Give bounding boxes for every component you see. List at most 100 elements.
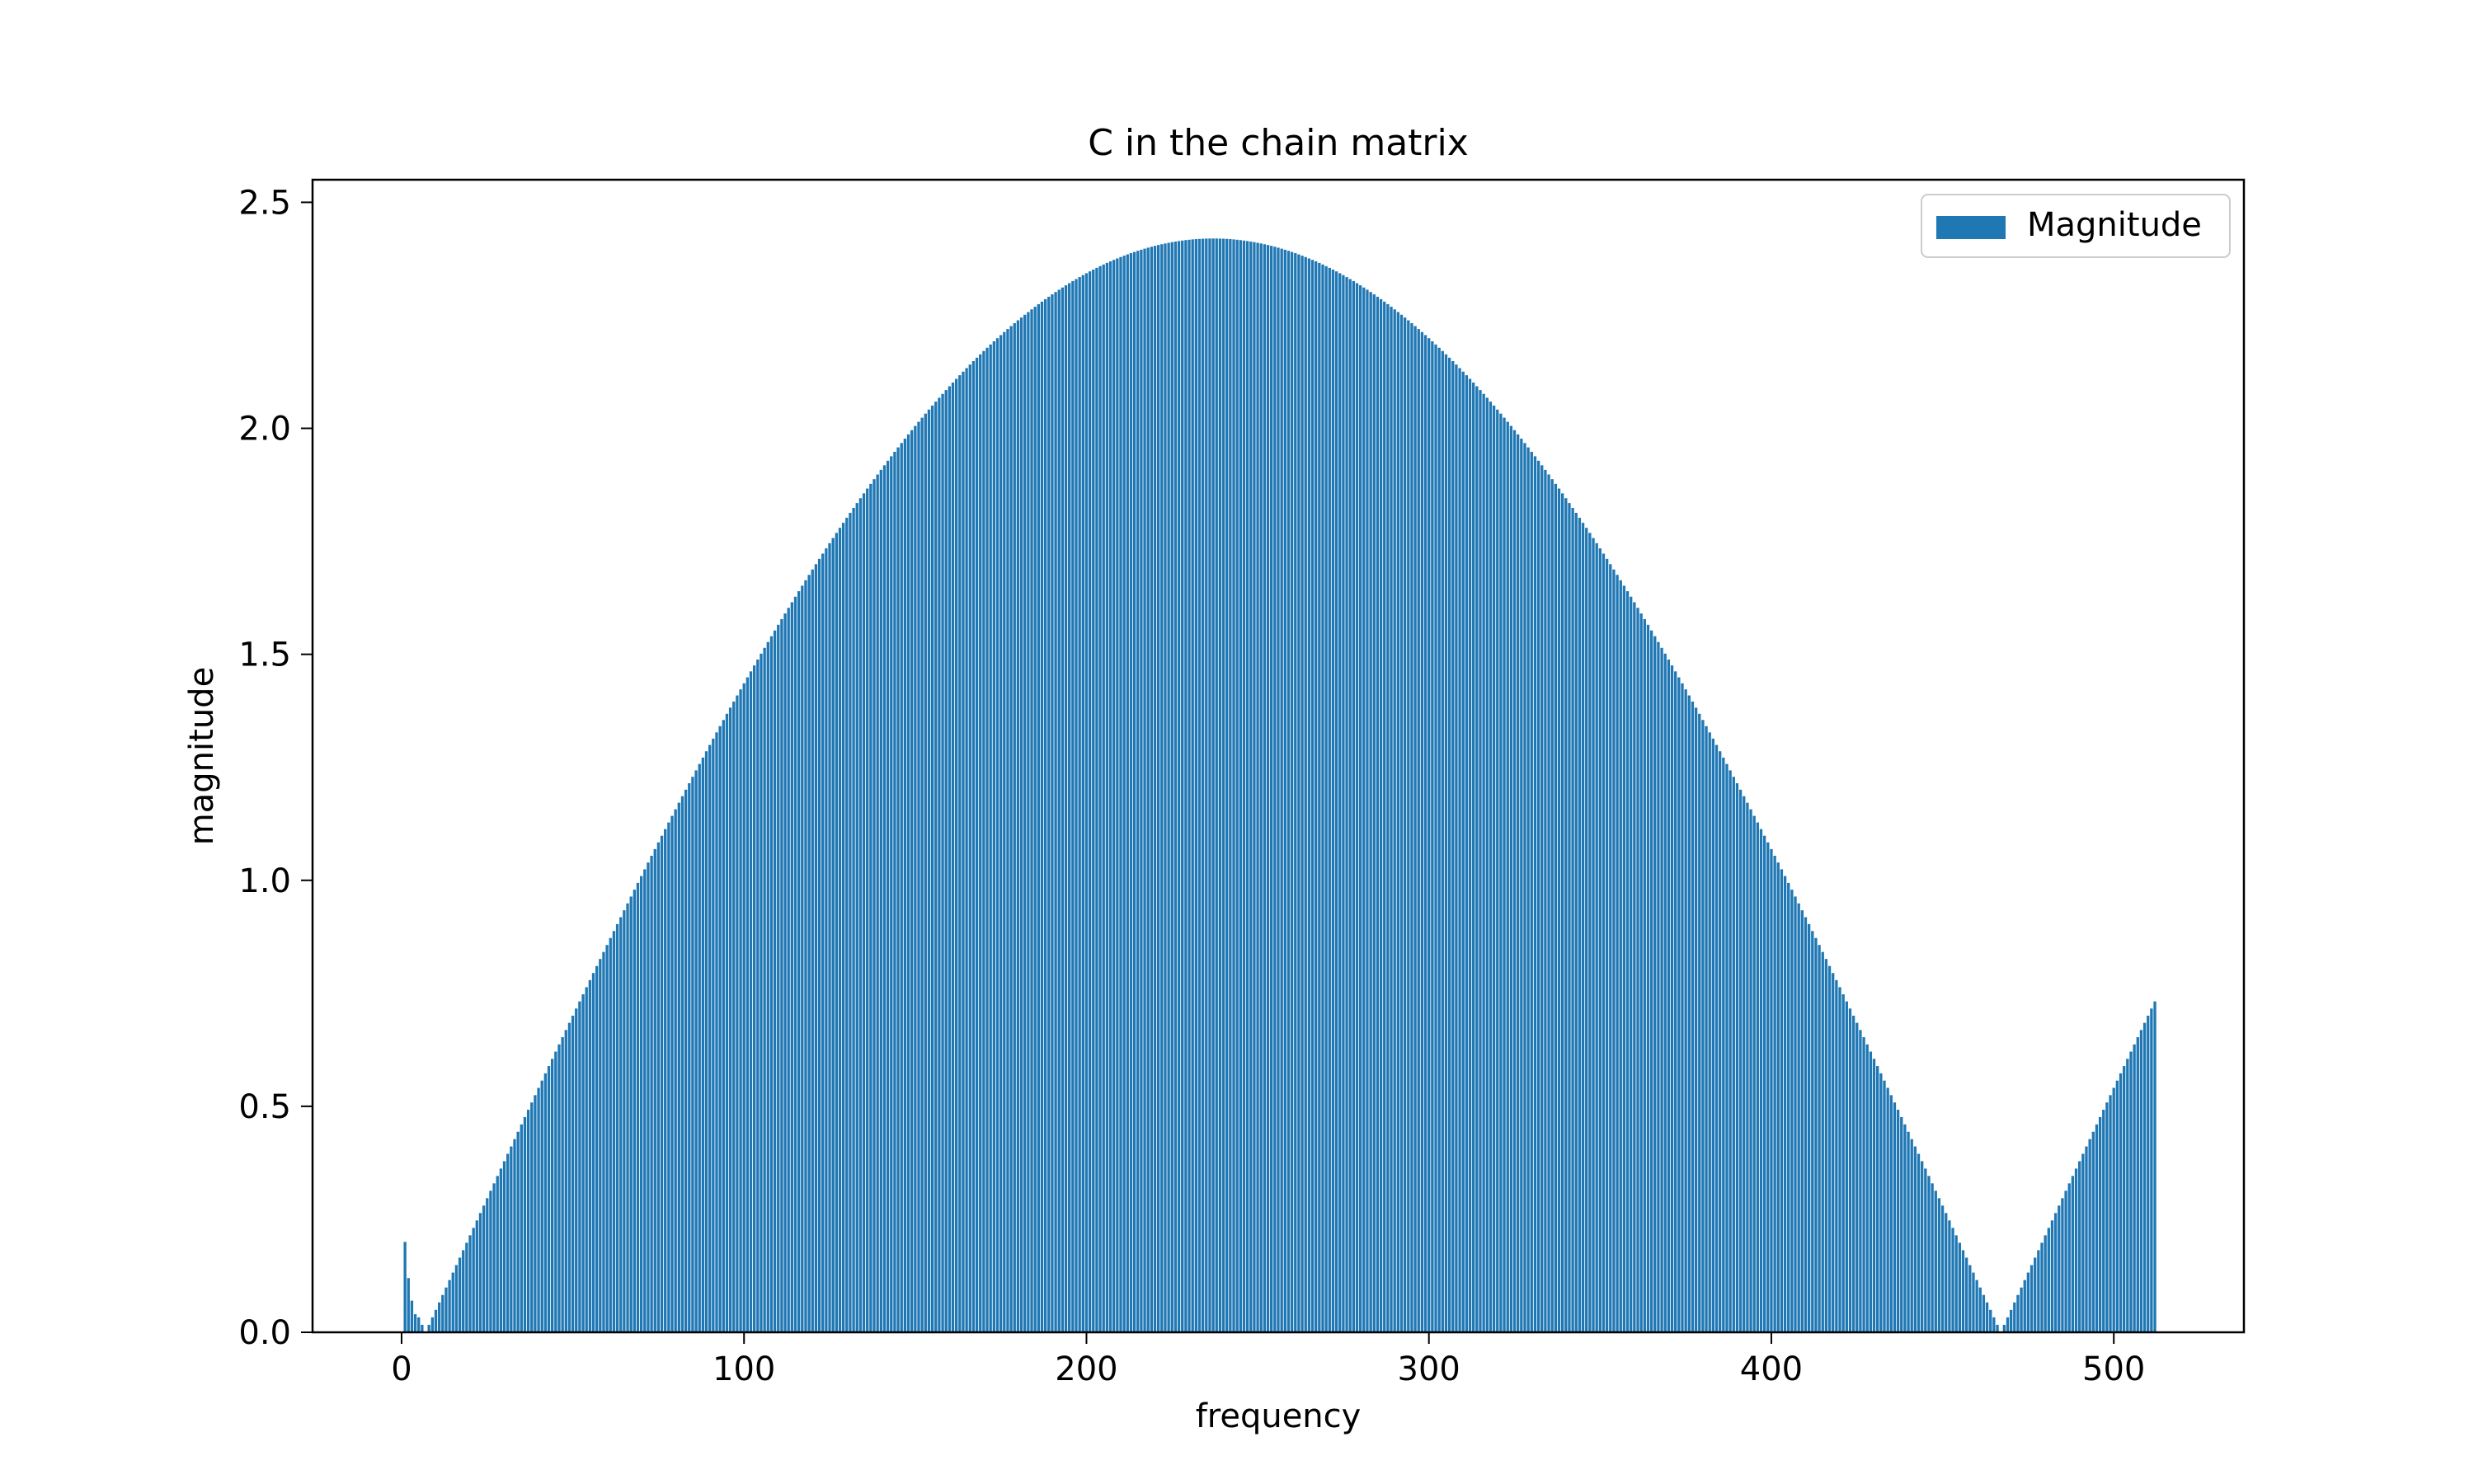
bar: [1913, 1146, 1917, 1332]
bar: [773, 630, 777, 1332]
bar: [1399, 314, 1404, 1332]
bar: [1205, 238, 1208, 1332]
bar: [1119, 256, 1122, 1332]
bar: [1766, 842, 1770, 1332]
bar: [995, 338, 999, 1333]
bar: [2091, 1131, 2095, 1332]
bar: [893, 452, 896, 1332]
bar: [1660, 647, 1663, 1332]
bar: [745, 677, 750, 1332]
bar: [1869, 1051, 1873, 1332]
bar: [948, 386, 952, 1332]
bar: [2053, 1213, 2058, 1332]
bar: [1762, 835, 1766, 1332]
bar: [1352, 280, 1356, 1333]
bar: [1630, 596, 1633, 1332]
bar: [1509, 425, 1513, 1332]
bar: [1533, 456, 1537, 1332]
bar: [869, 483, 872, 1332]
bar: [811, 569, 814, 1332]
bar: [1639, 613, 1643, 1332]
bar: [1827, 965, 1832, 1332]
bar: [1729, 770, 1732, 1332]
bar: [1150, 247, 1154, 1332]
bar: [1390, 307, 1393, 1332]
y-tick-label: 1.5: [238, 636, 291, 674]
bar: [1691, 701, 1695, 1332]
bar: [1982, 1294, 1986, 1332]
bar: [1776, 862, 1780, 1332]
bar: [1047, 296, 1051, 1332]
bar: [1674, 671, 1677, 1332]
bar: [1078, 277, 1081, 1332]
bar: [1256, 242, 1259, 1332]
bar: [547, 1066, 551, 1332]
bar: [2119, 1073, 2123, 1332]
bar: [615, 923, 619, 1332]
bar: [1489, 402, 1493, 1332]
bar: [1157, 245, 1160, 1333]
bar: [1841, 994, 1845, 1332]
bar: [1992, 1317, 1996, 1332]
bar: [2150, 1008, 2153, 1332]
bar: [704, 751, 708, 1332]
bar: [1359, 285, 1362, 1332]
bar: [523, 1116, 527, 1332]
bar: [1945, 1213, 1948, 1332]
bar: [1561, 493, 1564, 1332]
bar: [2078, 1161, 2081, 1332]
bar: [804, 580, 807, 1332]
bar: [1102, 264, 1105, 1333]
bar: [1383, 301, 1386, 1332]
bar: [732, 701, 736, 1332]
bar: [2016, 1294, 2020, 1332]
bar: [1321, 264, 1324, 1333]
bar: [1181, 240, 1184, 1332]
bar: [1924, 1168, 1927, 1332]
bar: [1485, 397, 1489, 1332]
bar: [793, 596, 797, 1332]
bar: [1427, 338, 1431, 1333]
bar: [1064, 285, 1068, 1332]
bar: [1557, 488, 1561, 1332]
bar: [1622, 585, 1626, 1332]
bar: [1294, 253, 1297, 1332]
bar: [486, 1198, 489, 1332]
bar: [1636, 608, 1639, 1332]
bar: [1037, 303, 1040, 1333]
bar: [876, 474, 879, 1332]
bar: [609, 937, 612, 1332]
x-tick-label: 200: [1055, 1350, 1117, 1388]
y-tick-label: 2.0: [238, 411, 291, 448]
bar: [1948, 1220, 1951, 1332]
bar: [951, 383, 955, 1332]
bar: [629, 896, 633, 1332]
bar: [430, 1317, 434, 1332]
bar: [575, 1008, 578, 1332]
bar: [1331, 269, 1335, 1332]
bar: [1794, 896, 1797, 1332]
bar: [1848, 1008, 1852, 1332]
bar: [807, 575, 811, 1332]
bar: [472, 1228, 475, 1332]
bar: [475, 1220, 478, 1332]
bar: [1602, 553, 1606, 1332]
bar: [938, 397, 941, 1332]
bar: [1379, 298, 1383, 1332]
bar: [1540, 465, 1544, 1332]
y-axis-ticks: 0.0 0.5 1.0 1.5 2.0 2.5: [238, 184, 313, 1352]
bar: [1605, 558, 1609, 1332]
bar: [403, 1242, 407, 1332]
bar: [516, 1131, 520, 1332]
bar: [1472, 383, 1475, 1332]
bar: [1547, 474, 1550, 1332]
bar: [677, 802, 680, 1332]
bar: [1105, 262, 1109, 1332]
bar: [1814, 937, 1818, 1332]
bar: [1033, 307, 1037, 1332]
bar: [886, 460, 890, 1332]
bar: [845, 518, 849, 1332]
bar: [1253, 242, 1256, 1333]
bar: [1910, 1139, 1913, 1332]
bar: [2013, 1302, 2016, 1332]
